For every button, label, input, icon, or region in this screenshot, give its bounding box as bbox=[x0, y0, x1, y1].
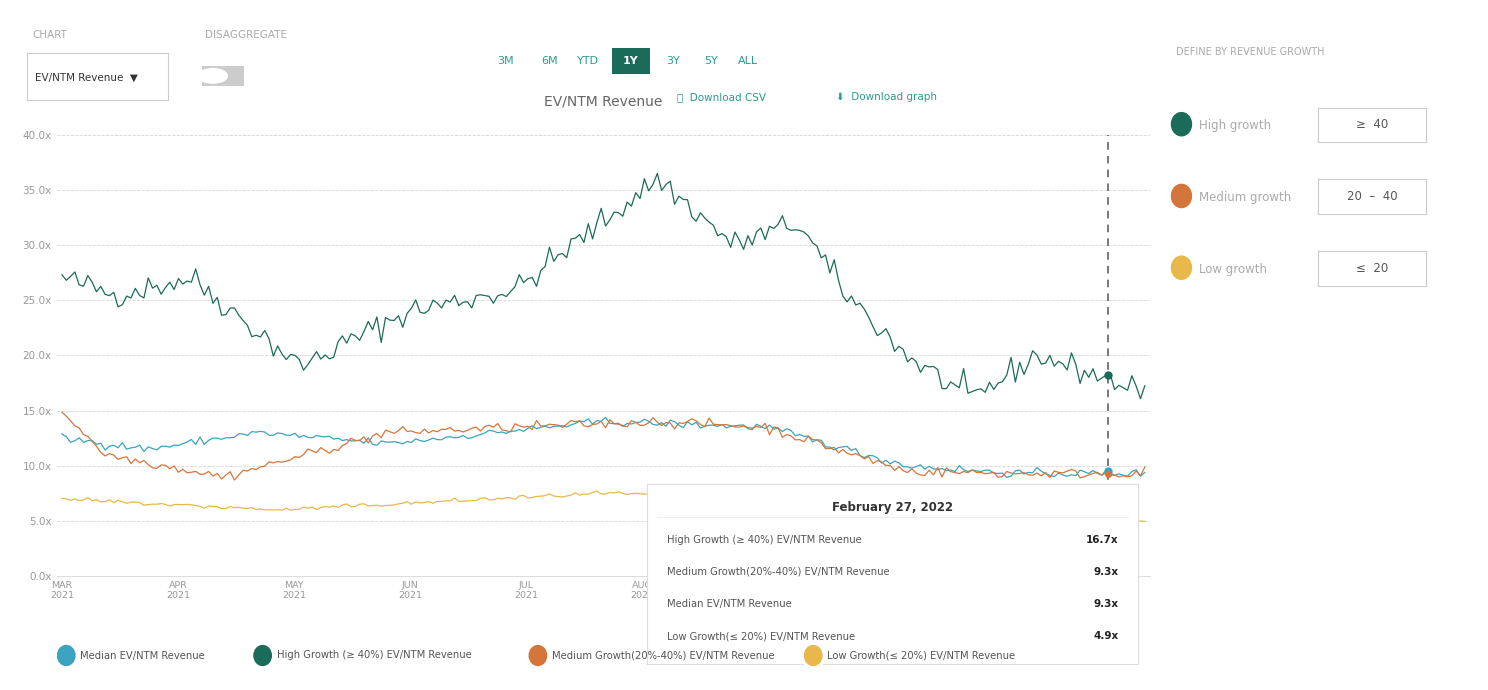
Text: CHART: CHART bbox=[33, 30, 67, 40]
Text: ⬇  Download graph: ⬇ Download graph bbox=[836, 92, 937, 102]
Text: 1Y: 1Y bbox=[623, 56, 638, 66]
Circle shape bbox=[254, 646, 271, 665]
Text: High Growth (≥ 40%) EV/NTM Revenue: High Growth (≥ 40%) EV/NTM Revenue bbox=[667, 535, 862, 544]
Text: Medium growth: Medium growth bbox=[1199, 191, 1292, 204]
Text: 16.7x: 16.7x bbox=[1086, 535, 1119, 544]
Circle shape bbox=[198, 68, 228, 83]
Text: EV/NTM Revenue: EV/NTM Revenue bbox=[545, 94, 662, 108]
Text: ≥  40: ≥ 40 bbox=[1356, 119, 1388, 131]
Text: 20  –  40: 20 – 40 bbox=[1347, 190, 1397, 203]
Text: Medium Growth(20%-40%) EV/NTM Revenue: Medium Growth(20%-40%) EV/NTM Revenue bbox=[667, 567, 890, 577]
Text: Low growth: Low growth bbox=[1199, 263, 1268, 275]
Text: Low Growth(≤ 20%) EV/NTM Revenue: Low Growth(≤ 20%) EV/NTM Revenue bbox=[667, 631, 856, 642]
Text: 3M: 3M bbox=[497, 56, 515, 66]
Circle shape bbox=[1171, 256, 1192, 279]
Text: February 27, 2022: February 27, 2022 bbox=[832, 500, 954, 513]
Text: 9.3x: 9.3x bbox=[1094, 599, 1119, 609]
Text: High growth: High growth bbox=[1199, 119, 1271, 132]
Text: 6M: 6M bbox=[540, 56, 558, 66]
Text: High Growth (≥ 40%) EV/NTM Revenue: High Growth (≥ 40%) EV/NTM Revenue bbox=[277, 651, 472, 660]
Text: Median EV/NTM Revenue: Median EV/NTM Revenue bbox=[667, 599, 792, 609]
FancyBboxPatch shape bbox=[201, 66, 246, 86]
Circle shape bbox=[805, 646, 821, 665]
Text: DEFINE BY REVENUE GROWTH: DEFINE BY REVENUE GROWTH bbox=[1176, 47, 1324, 57]
Text: Median EV/NTM Revenue: Median EV/NTM Revenue bbox=[80, 651, 205, 660]
Text: Medium Growth(20%-40%) EV/NTM Revenue: Medium Growth(20%-40%) EV/NTM Revenue bbox=[552, 651, 775, 660]
Text: Low Growth(≤ 20%) EV/NTM Revenue: Low Growth(≤ 20%) EV/NTM Revenue bbox=[827, 651, 1015, 660]
Circle shape bbox=[1171, 184, 1192, 208]
Circle shape bbox=[530, 646, 546, 665]
Text: 9.3x: 9.3x bbox=[1094, 567, 1119, 577]
Text: 3Y: 3Y bbox=[665, 56, 680, 66]
Text: 4.9x: 4.9x bbox=[1094, 631, 1119, 642]
Text: DISAGGREGATE: DISAGGREGATE bbox=[205, 30, 287, 40]
Text: YTD: YTD bbox=[577, 56, 598, 66]
Circle shape bbox=[58, 646, 74, 665]
Text: 📄  Download CSV: 📄 Download CSV bbox=[677, 92, 766, 102]
Text: ≤  20: ≤ 20 bbox=[1356, 262, 1388, 275]
Text: 5Y: 5Y bbox=[704, 56, 719, 66]
Circle shape bbox=[1171, 112, 1192, 136]
Text: ALL: ALL bbox=[738, 56, 759, 66]
Text: EV/NTM Revenue  ▼: EV/NTM Revenue ▼ bbox=[34, 72, 137, 83]
